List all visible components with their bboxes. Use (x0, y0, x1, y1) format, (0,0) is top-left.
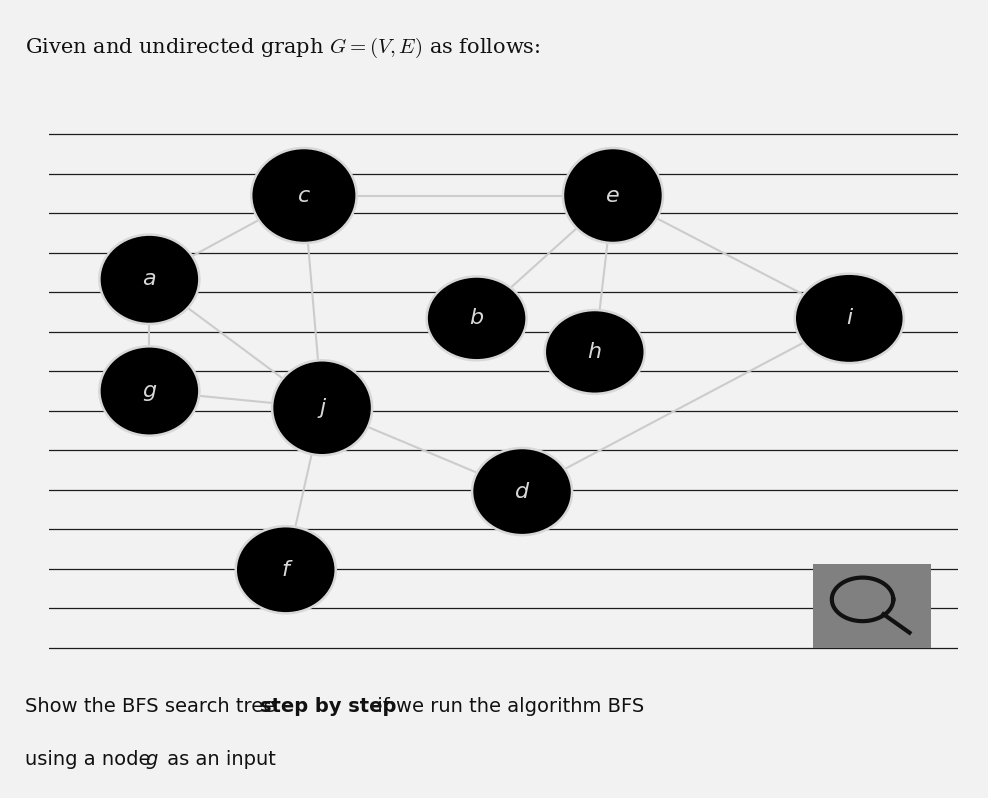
Ellipse shape (236, 526, 336, 614)
Text: g: g (145, 750, 158, 769)
Text: Show the BFS search tree: Show the BFS search tree (25, 697, 282, 716)
Text: j: j (319, 397, 325, 418)
Text: c: c (297, 185, 310, 206)
Text: d: d (515, 481, 530, 502)
Ellipse shape (544, 310, 645, 394)
Ellipse shape (427, 277, 527, 361)
Ellipse shape (794, 274, 904, 363)
Text: Given and undirected graph $G = (V, E)$ as follows:: Given and undirected graph $G = (V, E)$ … (25, 36, 540, 61)
Text: f: f (282, 559, 289, 580)
Text: g: g (142, 381, 156, 401)
Text: step by step: step by step (260, 697, 396, 716)
Text: b: b (469, 308, 484, 329)
Text: h: h (588, 342, 602, 362)
Text: if we run the algorithm BFS: if we run the algorithm BFS (370, 697, 644, 716)
Ellipse shape (472, 448, 572, 535)
Text: e: e (606, 185, 619, 206)
Text: i: i (847, 308, 853, 329)
Ellipse shape (272, 361, 372, 456)
FancyBboxPatch shape (809, 562, 935, 650)
Ellipse shape (100, 235, 200, 324)
Ellipse shape (251, 148, 357, 243)
Ellipse shape (563, 148, 663, 243)
Text: using a node: using a node (25, 750, 156, 769)
Ellipse shape (100, 346, 200, 436)
Text: as an input: as an input (161, 750, 276, 769)
Text: a: a (142, 269, 156, 290)
